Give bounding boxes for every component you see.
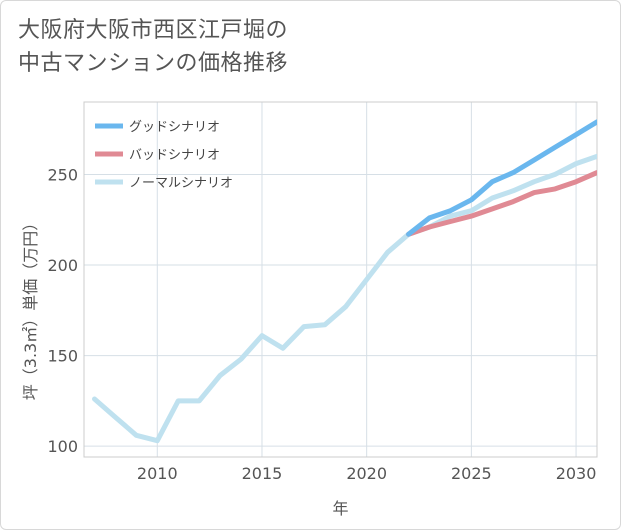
chart-title-line-2: 中古マンションの価格推移 bbox=[18, 51, 289, 76]
x-tick-label: 2015 bbox=[242, 464, 283, 483]
chart-title: 大阪府大阪市西区江戸堀の 中古マンションの価格推移 bbox=[18, 14, 578, 80]
y-tick-label: 100 bbox=[47, 437, 78, 456]
chart-title-line-1: 大阪府大阪市西区江戸堀の bbox=[18, 18, 289, 43]
legend-label-2: ノーマルシナリオ bbox=[129, 176, 233, 191]
x-tick-label: 2010 bbox=[137, 464, 178, 483]
x-tick-label: 2025 bbox=[451, 464, 492, 483]
x-tick-label: 2030 bbox=[556, 464, 597, 483]
y-tick-label: 150 bbox=[47, 347, 78, 366]
series-line-2 bbox=[92, 153, 597, 444]
y-tick-label: 200 bbox=[47, 256, 78, 275]
y-axis-title: 坪（3.3㎡）単価（万円） bbox=[21, 215, 40, 400]
legend-label-1: バッドシナリオ bbox=[129, 148, 220, 163]
legend-label-0: グッドシナリオ bbox=[129, 120, 220, 135]
series-lines bbox=[92, 119, 597, 444]
plot-area-frame bbox=[83, 101, 598, 458]
x-tick-label: 2020 bbox=[346, 464, 387, 483]
y-tick-label: 250 bbox=[47, 165, 78, 184]
series-line-1 bbox=[406, 170, 597, 237]
x-axis-title: 年 bbox=[332, 499, 348, 518]
series-line-0 bbox=[406, 119, 597, 237]
axis-ticks: 2010 2015 2020 2025 2030 100 150 200 250 bbox=[47, 165, 596, 483]
